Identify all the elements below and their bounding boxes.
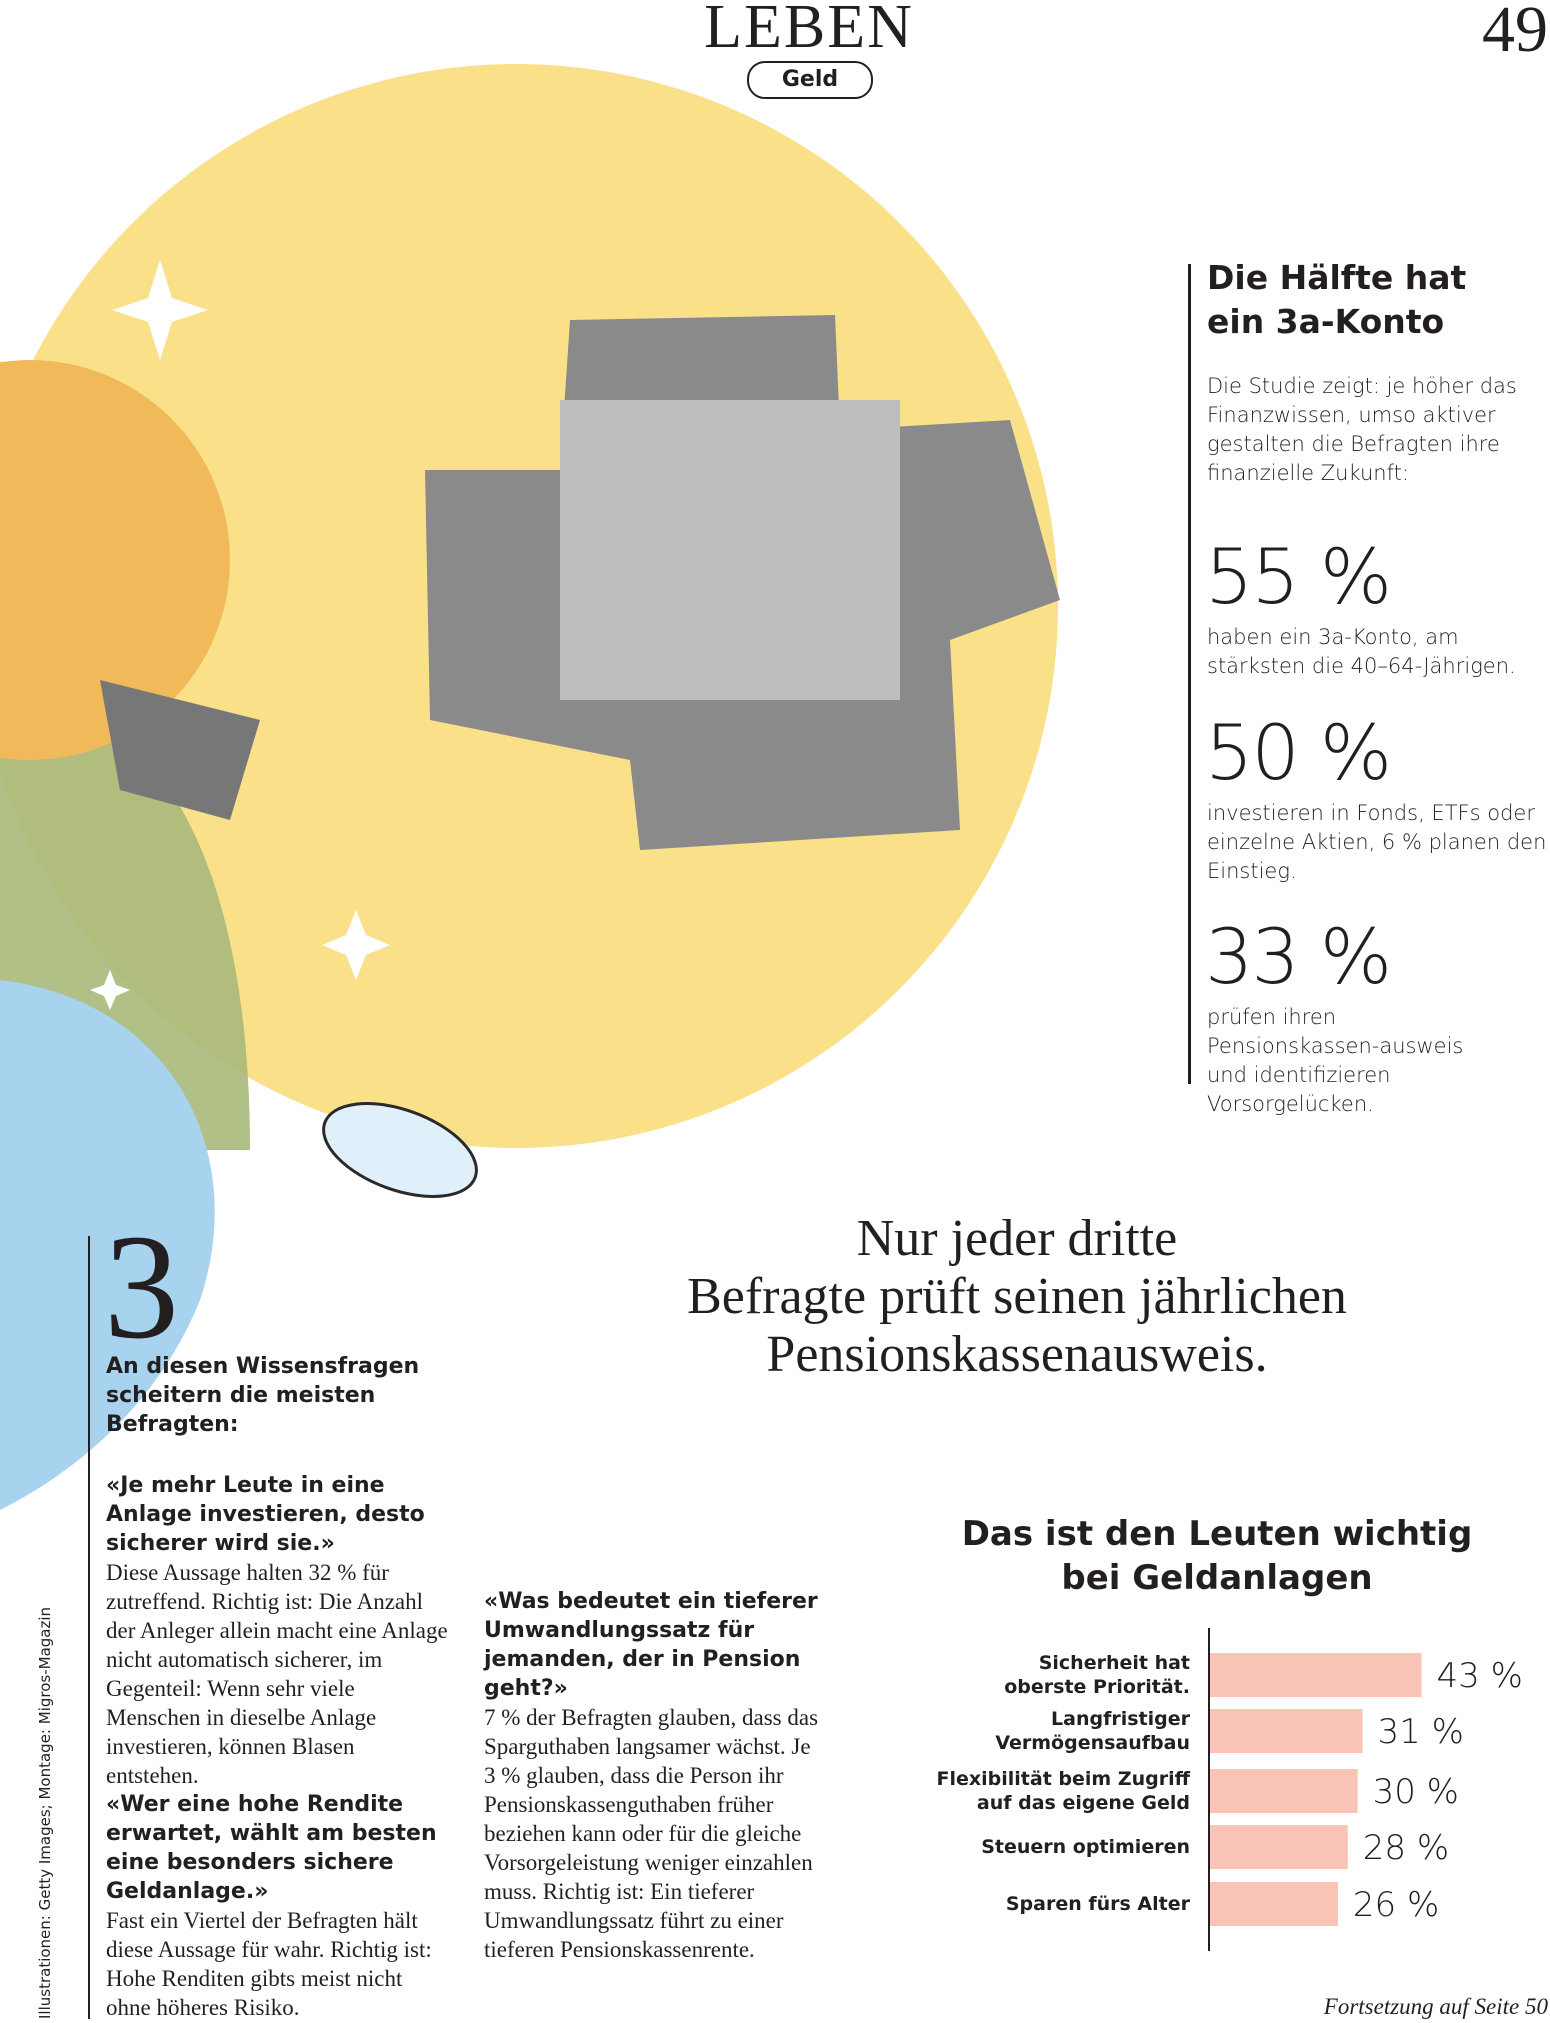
- category-label: Steuern optimieren: [981, 1836, 1190, 1858]
- sidebar-rule: [1188, 264, 1191, 1084]
- category-label: Flexibilität beim Zugriff auf das eigene …: [937, 1768, 1191, 1814]
- column: «Was bedeutet ein tieferer Umwandlungssa…: [484, 1587, 824, 1964]
- answer: 7 % der Befragten glauben, dass das Spar…: [484, 1705, 819, 1962]
- sidebar-title: Die Hälfte hat ein 3a-Konto: [1207, 258, 1467, 341]
- bar: [1210, 1882, 1338, 1926]
- value-label: 26 %: [1353, 1885, 1439, 1925]
- stat-text: investieren in Fonds, ETFs oder einzelne…: [1207, 801, 1547, 883]
- stat-value: 55 %: [1205, 532, 1392, 621]
- quiz-number: 3: [104, 1204, 179, 1370]
- pull-quote: Nur jeder dritte Befragte prüft seinen j…: [687, 1210, 1347, 1383]
- credit: Illustrationen: Getty Images; Montage: M…: [36, 1606, 54, 2019]
- question: «Wer eine hohe Rendite erwartet, wählt a…: [106, 1792, 437, 1904]
- value-label: 31 %: [1378, 1712, 1464, 1752]
- category-label: Sicherheit hat oberste Priorität.: [1004, 1652, 1190, 1698]
- sidebar-intro: Die Studie zeigt: je höher das Finanzwis…: [1207, 374, 1517, 485]
- stat-text: prüfen ihren Pensionskassen-ausweis und …: [1207, 1005, 1464, 1116]
- section-tag: Geld: [747, 61, 873, 99]
- value-label: 43 %: [1437, 1656, 1523, 1696]
- question: «Was bedeutet ein tieferer Umwandlungssa…: [484, 1589, 818, 1701]
- answer: Fast ein Viertel der Befragten hält dies…: [106, 1908, 432, 2020]
- category-label: Sparen fürs Alter: [1006, 1893, 1191, 1915]
- value-label: 28 %: [1363, 1828, 1449, 1868]
- footer: Fortsetzung auf Seite 50: [1323, 1994, 1548, 2019]
- bar: [1210, 1825, 1348, 1869]
- column-rule: [88, 1236, 90, 2019]
- stat-value: 33 %: [1205, 912, 1392, 1001]
- stat-value: 50 %: [1205, 708, 1392, 797]
- bar: [1210, 1653, 1422, 1697]
- chart: 43 % Sicherheit hat oberste Priorität. 31 %…: [937, 1628, 1523, 1951]
- category-label: Langfristiger Vermögensaufbau: [995, 1708, 1190, 1754]
- column: «Je mehr Leute in eine Anlage investiere…: [106, 1471, 451, 2022]
- question: «Je mehr Leute in eine Anlage investiere…: [106, 1473, 425, 1556]
- stat-text: haben ein 3a-Konto, am stärksten die 40–…: [1207, 625, 1516, 678]
- bar: [1210, 1709, 1363, 1753]
- quiz-heading: An diesen Wissensfragen scheitern die me…: [106, 1354, 420, 1437]
- chart-title: Das ist den Leuten wichtig bei Geldanlag…: [961, 1514, 1473, 1598]
- section-title: LEBEN: [704, 0, 914, 61]
- page-number: 49: [1482, 0, 1548, 66]
- bar: [1210, 1769, 1358, 1813]
- value-label: 30 %: [1373, 1772, 1459, 1812]
- answer: Diese Aussage halten 32 % für zutreffend…: [106, 1560, 448, 1788]
